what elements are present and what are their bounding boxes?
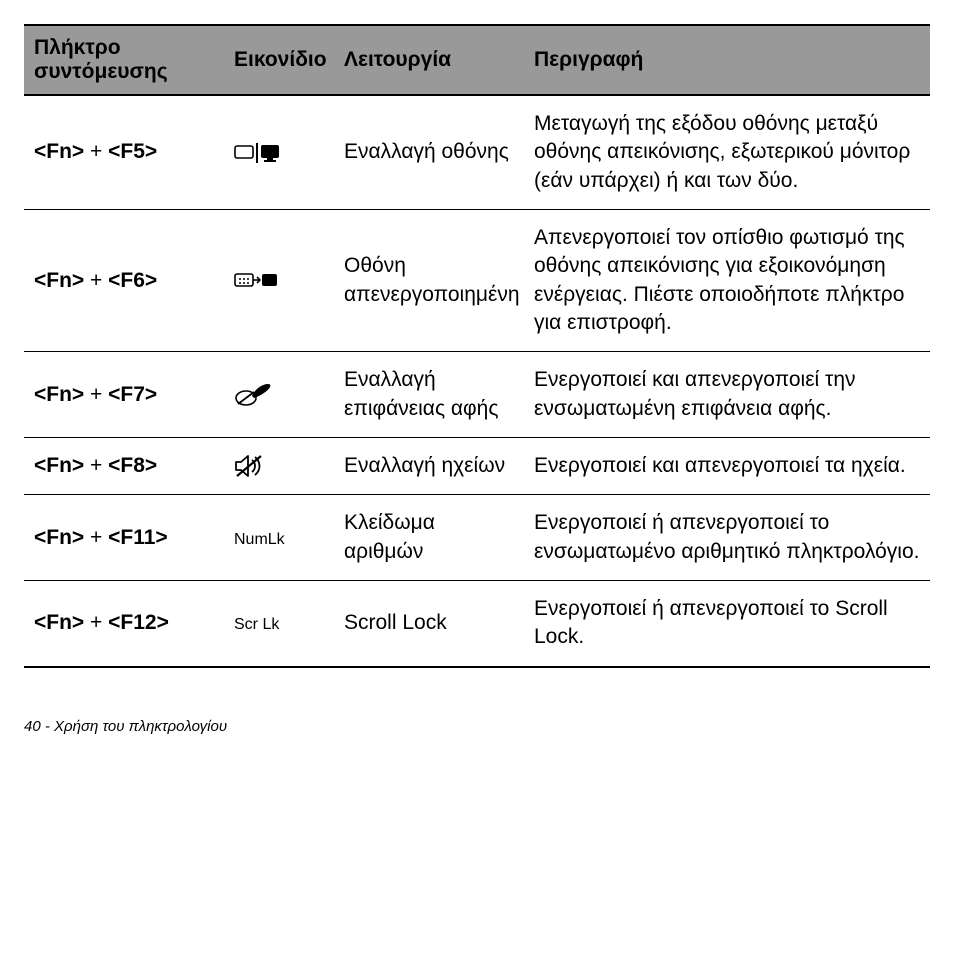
display-toggle-icon xyxy=(234,143,280,163)
icon-cell: NumLk xyxy=(224,495,334,581)
desc-cell: Ενεργοποιεί και απενεργοποιεί την ενσωμα… xyxy=(524,352,930,438)
hotkey-cell: <Fn> + <F12> xyxy=(24,581,224,667)
speaker-mute-icon xyxy=(234,453,264,479)
func-cell: Οθόνη απενεργοποιημένη xyxy=(334,210,524,352)
icon-cell xyxy=(224,95,334,210)
hotkey-cell: <Fn> + <F7> xyxy=(24,352,224,438)
table-row: <Fn> + <F6> Οθόνη απενεργοποιημένη Απενε… xyxy=(24,210,930,352)
icon-cell: Scr Lk xyxy=(224,581,334,667)
desc-cell: Απενεργοποιεί τον οπίσθιο φωτισμό της οθ… xyxy=(524,210,930,352)
page-footer: 40 - Χρήση του πληκτρολογίου xyxy=(24,718,930,735)
func-cell: Κλείδωμα αριθμών xyxy=(334,495,524,581)
func-cell: Scroll Lock xyxy=(334,581,524,667)
hotkey-cell: <Fn> + <F5> xyxy=(24,95,224,210)
table-row: <Fn> + <F7> Εναλλαγή επιφάνειας αφής Ενε… xyxy=(24,352,930,438)
scrlk-text-icon: Scr Lk xyxy=(234,616,279,633)
numlk-text-icon: NumLk xyxy=(234,531,285,548)
hotkey-table: Πλήκτρο συντόμευσης Εικονίδιο Λειτουργία… xyxy=(24,24,930,668)
col-header-desc: Περιγραφή xyxy=(524,25,930,95)
desc-cell: Μεταγωγή της εξόδου οθόνης μεταξύ οθόνης… xyxy=(524,95,930,210)
touchpad-toggle-icon xyxy=(234,382,274,408)
func-cell: Εναλλαγή οθόνης xyxy=(334,95,524,210)
icon-cell xyxy=(224,352,334,438)
hotkey-cell: <Fn> + <F6> xyxy=(24,210,224,352)
func-cell: Εναλλαγή ηχείων xyxy=(334,438,524,495)
table-row: <Fn> + <F12> Scr Lk Scroll Lock Ενεργοπο… xyxy=(24,581,930,667)
table-row: <Fn> + <F8> Εναλλαγή ηχείων Ενεργοποιεί … xyxy=(24,438,930,495)
table-row: <Fn> + <F11> NumLk Κλείδωμα αριθμών Ενερ… xyxy=(24,495,930,581)
col-header-icon: Εικονίδιο xyxy=(224,25,334,95)
col-header-hotkey: Πλήκτρο συντόμευσης xyxy=(24,25,224,95)
desc-cell: Ενεργοποιεί και απενεργοποιεί τα ηχεία. xyxy=(524,438,930,495)
hotkey-cell: <Fn> + <F11> xyxy=(24,495,224,581)
display-off-icon xyxy=(234,272,278,290)
func-cell: Εναλλαγή επιφάνειας αφής xyxy=(334,352,524,438)
table-header-row: Πλήκτρο συντόμευσης Εικονίδιο Λειτουργία… xyxy=(24,25,930,95)
col-header-func: Λειτουργία xyxy=(334,25,524,95)
table-row: <Fn> + <F5> Εναλλαγή οθόνης Μεταγωγή της… xyxy=(24,95,930,210)
icon-cell xyxy=(224,438,334,495)
hotkey-cell: <Fn> + <F8> xyxy=(24,438,224,495)
desc-cell: Ενεργοποιεί ή απενεργοποιεί το Scroll Lo… xyxy=(524,581,930,667)
icon-cell xyxy=(224,210,334,352)
desc-cell: Ενεργοποιεί ή απενεργοποιεί το ενσωματωμ… xyxy=(524,495,930,581)
